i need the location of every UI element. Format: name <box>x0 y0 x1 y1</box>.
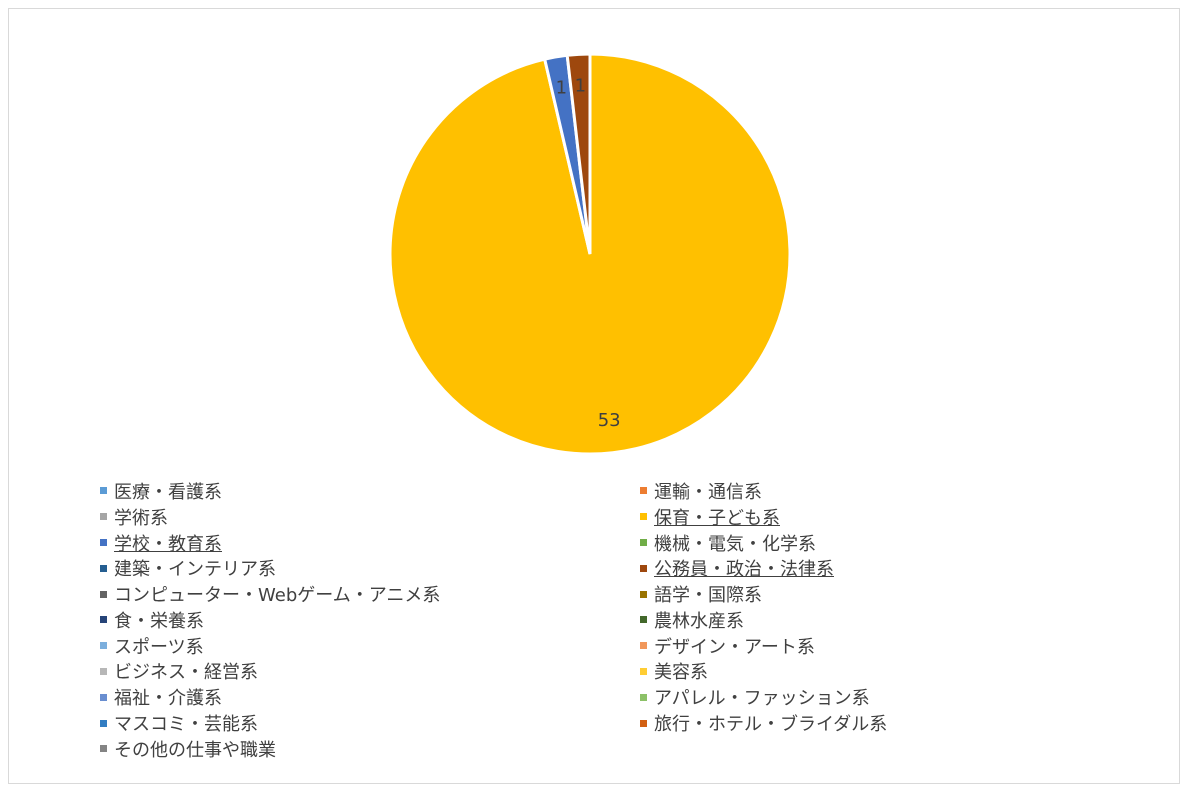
legend-item: 旅行・ホテル・ブライダル系 <box>640 710 1100 736</box>
legend-label: アパレル・ファッション系 <box>654 688 870 710</box>
legend-item: 農林水産系 <box>640 607 1100 633</box>
data-label: 1 <box>556 77 567 98</box>
legend-item: スポーツ系 <box>100 633 640 659</box>
legend-swatch <box>640 513 647 521</box>
legend-swatch <box>640 616 647 624</box>
data-label: 1 <box>575 75 586 96</box>
legend-label: 保育・子ども系 <box>654 507 780 529</box>
legend-item: アパレル・ファッション系 <box>640 684 1100 710</box>
pie-slice <box>565 52 592 255</box>
legend-swatch <box>640 538 647 546</box>
legend-label: その他の仕事や職業 <box>114 739 276 761</box>
legend-swatch <box>100 745 107 753</box>
legend-label: マスコミ・芸能系 <box>114 714 258 736</box>
legend-swatch <box>100 693 107 701</box>
legend-swatch <box>640 642 647 650</box>
legend-swatch <box>100 590 107 598</box>
legend-label: コンピューター・Webゲーム・アニメ系 <box>114 585 441 607</box>
legend-item: 建築・インテリア系 <box>100 555 640 581</box>
legend-item: その他の仕事や職業 <box>100 736 640 762</box>
legend-swatch <box>640 693 647 701</box>
legend-label: 福祉・介護系 <box>114 688 222 710</box>
legend-swatch <box>100 487 107 495</box>
legend-item: 学術系 <box>100 504 640 530</box>
legend-item: 運輸・通信系 <box>640 478 1100 504</box>
legend-item: デザイン・アート系 <box>640 633 1100 659</box>
legend-label: 旅行・ホテル・ブライダル系 <box>654 714 888 736</box>
legend-swatch <box>100 719 107 727</box>
legend-swatch <box>100 513 107 521</box>
legend-item: 機械・電気・化学系 <box>640 530 1100 556</box>
legend-label: 語学・国際系 <box>654 585 762 607</box>
legend-label: 学校・教育系 <box>114 533 222 555</box>
legend-label: デザイン・アート系 <box>654 636 815 658</box>
legend-swatch <box>100 616 107 624</box>
legend-swatch <box>100 538 107 546</box>
legend-item: 医療・看護系 <box>100 478 640 504</box>
legend-swatch <box>640 590 647 598</box>
legend-item: 学校・教育系 <box>100 530 640 556</box>
legend-item: 保育・子ども系 <box>640 504 1100 530</box>
legend-label: 美容系 <box>654 662 708 684</box>
legend-swatch <box>100 564 107 572</box>
legend-item: 公務員・政治・法律系 <box>640 555 1100 581</box>
legend-item: 美容系 <box>640 659 1100 685</box>
legend-label: 食・栄養系 <box>114 610 204 632</box>
legend-item: 語学・国際系 <box>640 581 1100 607</box>
legend-item: 福祉・介護系 <box>100 684 640 710</box>
legend-item: ビジネス・経営系 <box>100 659 640 685</box>
legend-label: ビジネス・経営系 <box>114 662 258 684</box>
legend-item: マスコミ・芸能系 <box>100 710 640 736</box>
legend-label: 機械・電気・化学系 <box>654 533 816 555</box>
legend-swatch <box>640 564 647 572</box>
legend: 医療・看護系 運輸・通信系学術系 保育・子ども系学校・教育系 機械・電気・化学系建築・… <box>100 478 1100 762</box>
legend-item: コンピューター・Webゲーム・アニメ系 <box>100 581 640 607</box>
legend-swatch <box>100 667 107 675</box>
legend-label: 医療・看護系 <box>114 481 222 503</box>
legend-label: 農林水産系 <box>654 610 744 632</box>
legend-item: 食・栄養系 <box>100 607 640 633</box>
legend-label: スポーツ系 <box>114 636 204 658</box>
legend-swatch <box>640 487 647 495</box>
legend-label: 学術系 <box>114 507 168 529</box>
legend-label: 運輸・通信系 <box>654 481 762 503</box>
legend-label: 公務員・政治・法律系 <box>654 559 834 581</box>
legend-swatch <box>640 667 647 675</box>
legend-swatch <box>640 719 647 727</box>
data-label: 53 <box>598 410 621 431</box>
legend-label: 建築・インテリア系 <box>114 559 276 581</box>
legend-swatch <box>100 642 107 650</box>
